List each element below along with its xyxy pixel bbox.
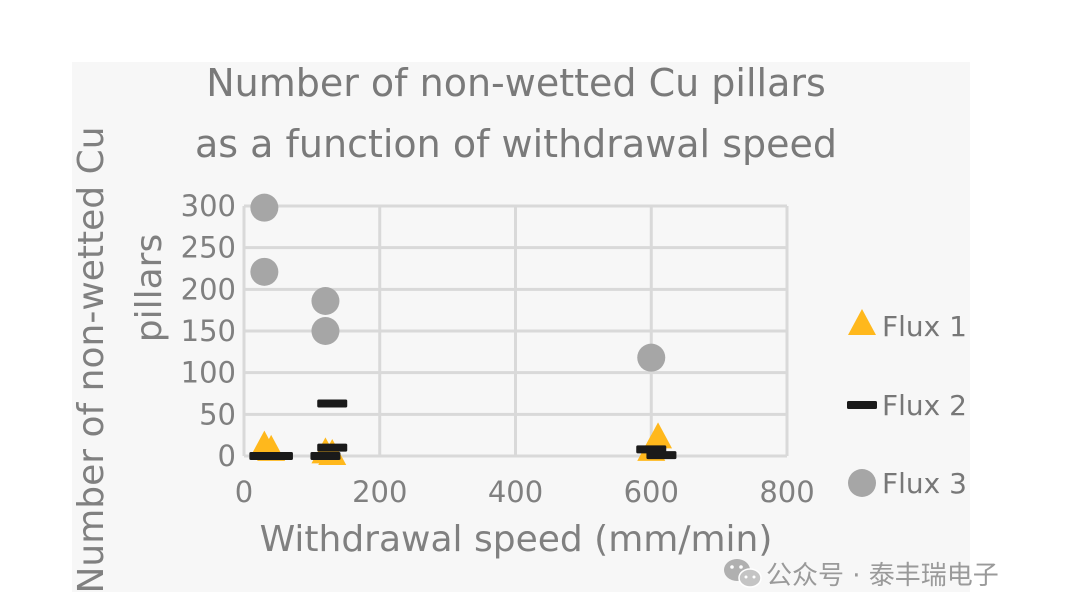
- y-tick-label: 100: [181, 356, 236, 390]
- y-tick-label: 250: [181, 231, 236, 265]
- data-point-circle: [311, 287, 340, 315]
- y-axis-label: Number of non-wetted Cu pillars: [71, 126, 170, 593]
- legend-marker-dash: [847, 401, 877, 409]
- y-tick-label: 300: [181, 189, 236, 223]
- chart-title-line-1: Number of non-wetted Cu pillars: [206, 61, 826, 105]
- chart-title-line-2: as a function of withdrawal speed: [195, 122, 837, 166]
- y-tick-label: 50: [199, 397, 236, 431]
- legend-label: Flux 2: [882, 389, 967, 422]
- data-point-circle: [250, 257, 279, 286]
- grid-lines: [242, 204, 789, 458]
- x-tick-label: 600: [624, 475, 679, 509]
- x-axis-label: Withdrawal speed (mm/min): [260, 519, 773, 560]
- y-tick-label: 150: [181, 314, 236, 348]
- data-point-dash: [317, 443, 348, 452]
- data-point-dash: [317, 399, 348, 408]
- data-point-circle: [311, 317, 340, 345]
- data-point-triangle: [644, 422, 673, 449]
- legend-label: Flux 3: [882, 467, 967, 500]
- chart-panel: [72, 62, 970, 592]
- wechat-icon: [724, 559, 762, 588]
- legend-marker-circle: [848, 469, 876, 497]
- y-tick-label: 0: [218, 439, 236, 473]
- legend-marker-triangle: [848, 309, 876, 335]
- data-points: [249, 193, 677, 465]
- x-tick-label: 200: [352, 475, 407, 509]
- data-point-dash: [262, 452, 293, 460]
- data-point-circle: [250, 193, 279, 222]
- data-point-dash: [646, 451, 677, 460]
- watermark-text: 公众号 · 泰丰瑞电子: [766, 561, 999, 591]
- y-tick-label: 200: [181, 272, 236, 306]
- data-point-circle: [637, 343, 666, 372]
- watermark: 公众号 · 泰丰瑞电子: [724, 559, 999, 591]
- x-tick-label: 0: [235, 475, 253, 509]
- data-point-dash: [310, 452, 341, 460]
- x-axis-ticks: 0 200 400 600 800: [235, 475, 815, 509]
- x-tick-label: 400: [488, 475, 543, 509]
- y-axis-label-line-2: pillars: [129, 234, 170, 342]
- chart-title: Number of non-wetted Cu pillars as a fun…: [195, 61, 837, 166]
- legend: Flux 1 Flux 2 Flux 3: [847, 309, 967, 500]
- legend-label: Flux 1: [882, 310, 967, 343]
- x-tick-label: 800: [759, 475, 814, 509]
- y-axis-ticks: 0 50 100 150 200 250 300: [181, 189, 236, 473]
- y-axis-label-line-1: Number of non-wetted Cu: [71, 126, 112, 593]
